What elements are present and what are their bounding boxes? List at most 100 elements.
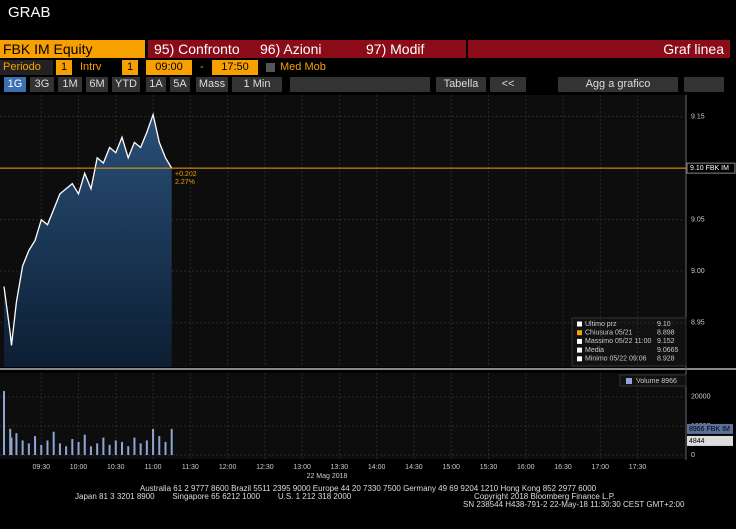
label: Intrv — [80, 61, 102, 73]
back-button[interactable]: << — [490, 77, 526, 92]
volume-bar — [21, 440, 24, 455]
legend-label: Ultimo prz — [585, 321, 617, 328]
legend-swatch — [577, 321, 582, 327]
volume-bar — [83, 434, 86, 455]
range[interactable]: 5A — [170, 77, 190, 92]
date-label: 22 Mag 2018 — [307, 473, 348, 480]
volume-bar — [15, 433, 18, 455]
x-tick-label: 12:00 — [219, 464, 237, 471]
x-tick-label: 17:30 — [629, 464, 647, 471]
legend — [571, 317, 687, 367]
legend-swatch — [577, 356, 582, 362]
label: - — [200, 61, 204, 73]
range[interactable]: YTD — [112, 77, 140, 92]
volume-area — [0, 373, 686, 459]
volume-bar — [133, 437, 136, 455]
volume-bar — [40, 444, 43, 455]
price-area — [4, 114, 172, 367]
volume-bar — [77, 441, 80, 455]
table-button[interactable]: Tabella — [436, 77, 486, 92]
x-tick-label: 17:00 — [592, 464, 610, 471]
legend-swatch — [577, 338, 582, 344]
volume-label: Volume 8966 — [636, 378, 677, 385]
volume-bar — [108, 444, 111, 455]
volume-bar — [89, 446, 92, 455]
x-tick-label: 13:30 — [331, 464, 349, 471]
y-tick-label: 0 — [691, 452, 695, 459]
x-tick-label: 11:30 — [182, 464, 199, 471]
field[interactable]: 1 — [122, 60, 138, 75]
last-price-box — [686, 162, 736, 174]
footer: Australia 61 2 9777 8600 Brazil 5511 239… — [140, 484, 597, 493]
tab[interactable]: 95) Confronto — [148, 40, 254, 58]
legend-value: 9.0665 — [657, 347, 679, 354]
x-tick-label: 14:30 — [405, 464, 423, 471]
range[interactable]: 3G — [30, 77, 54, 92]
volume-bar — [127, 446, 130, 455]
range[interactable]: 1 Min — [232, 77, 282, 92]
x-tick-label: 15:00 — [442, 464, 460, 471]
legend-value: 8.928 — [657, 356, 675, 363]
volume-bar — [10, 437, 13, 455]
legend-swatch — [577, 330, 582, 336]
volume-bar — [170, 428, 173, 455]
volume-bar — [139, 443, 142, 455]
tool-icons[interactable] — [290, 77, 430, 92]
footer: Japan 81 3 3201 8900 Singapore 65 6212 1… — [75, 492, 352, 501]
label[interactable]: Med Mob — [280, 61, 326, 73]
volume-bar — [3, 391, 5, 455]
range[interactable]: Mass — [196, 77, 228, 92]
mode[interactable]: Graf linea — [468, 40, 730, 58]
x-tick-label: 15:30 — [480, 464, 498, 471]
field[interactable]: 09:00 — [146, 60, 192, 75]
change: +0.202 — [175, 171, 197, 178]
range[interactable]: 1M — [58, 77, 82, 92]
x-tick-label: 16:30 — [554, 464, 572, 471]
tab[interactable]: 96) Azioni — [254, 40, 360, 58]
field[interactable]: 17:50 — [212, 60, 258, 75]
x-tick-label: 16:00 — [517, 464, 535, 471]
legend-value: 9.10 — [657, 321, 671, 328]
y-tick-label: 9.15 — [691, 113, 705, 120]
x-tick-label: 10:00 — [70, 464, 88, 471]
y-tick-label: 9.05 — [691, 217, 705, 224]
legend-label: Media — [585, 347, 604, 354]
x-tick-label: 13:00 — [293, 464, 311, 471]
volume-marker — [687, 423, 733, 434]
range[interactable]: 1A — [146, 77, 166, 92]
footer: SN 238544 H438-791-2 22-May-18 11:30:30 … — [463, 500, 685, 509]
checkbox[interactable] — [266, 63, 275, 72]
range[interactable]: 1G — [4, 77, 26, 92]
volume-bar — [65, 446, 68, 455]
last-price-label: 9.10 FBK IM — [690, 165, 729, 172]
field[interactable]: 1 — [56, 60, 72, 75]
footer: Copyright 2018 Bloomberg Finance L.P. — [474, 492, 615, 501]
add-button[interactable]: Agg a grafico — [558, 77, 678, 92]
legend-swatch — [577, 347, 582, 353]
volume-legend — [619, 374, 687, 387]
x-tick-label: 10:30 — [107, 464, 125, 471]
label: Periodo — [0, 60, 53, 75]
legend-value: 9.152 — [657, 338, 675, 345]
tab[interactable]: 97) Modif — [360, 40, 466, 58]
volume-bar — [102, 437, 105, 455]
volume-bar — [9, 428, 12, 455]
volume-bar — [114, 440, 117, 455]
settings[interactable] — [684, 77, 724, 92]
volume-bar — [145, 440, 148, 455]
volume-bar — [27, 443, 30, 455]
volume-marker-label: 8966 FBK IM — [689, 426, 730, 433]
volume-swatch — [626, 378, 632, 384]
y-tick-label: 8.95 — [691, 320, 705, 327]
security[interactable]: FBK IM Equity — [0, 40, 145, 58]
legend-label: Massimo 05/22 11:00 — [585, 338, 652, 345]
x-tick-label: 14:00 — [368, 464, 386, 471]
volume-bar — [58, 443, 61, 455]
volume-marker-label: 4844 — [689, 438, 705, 445]
volume-bar — [121, 441, 124, 455]
volume-bar — [164, 441, 167, 455]
range[interactable]: 6M — [86, 77, 108, 92]
volume-bar — [52, 431, 55, 455]
